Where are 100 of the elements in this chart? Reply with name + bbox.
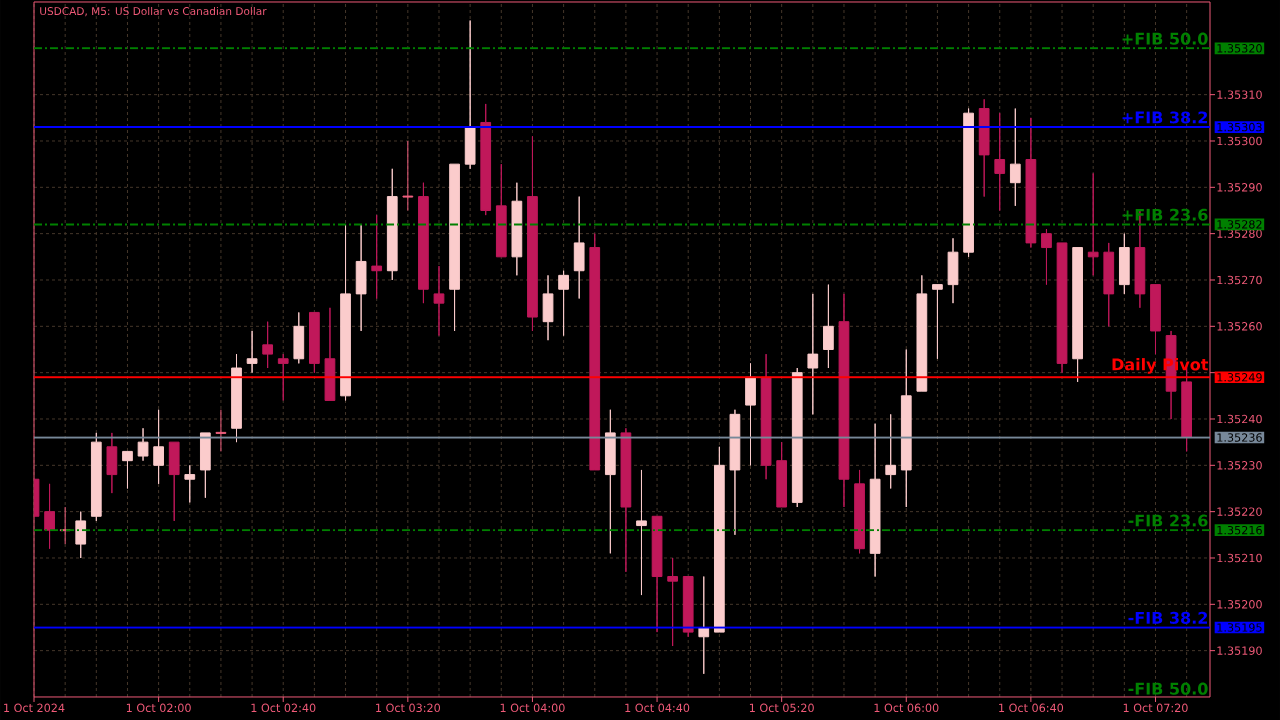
candlestick <box>932 284 943 360</box>
candlestick <box>480 103 492 216</box>
candlestick <box>854 469 865 554</box>
x-tick-label: 1 Oct 04:40 <box>625 703 690 713</box>
candlestick <box>573 196 585 300</box>
candlestick <box>527 135 538 332</box>
x-tick-label: 1 Oct 06:00 <box>874 703 939 713</box>
candlestick <box>418 182 429 304</box>
candlestick <box>231 353 242 443</box>
candlestick <box>713 446 725 633</box>
y-tick-label: 1.35280 <box>1217 229 1262 238</box>
ref-line-label: -FIB 38.2 <box>1128 611 1208 624</box>
candlestick <box>838 293 850 508</box>
candlestick <box>994 112 1006 211</box>
y-tick-label: 1.35300 <box>1217 136 1262 146</box>
candlestick <box>823 284 834 369</box>
x-tick-label: 1 Oct 02:40 <box>251 703 316 713</box>
candlestick <box>324 307 336 401</box>
x-tick-label: 1 Oct 03:20 <box>376 703 441 713</box>
candlestick <box>122 450 133 489</box>
candlestick <box>355 223 367 332</box>
candlestick <box>1087 172 1099 276</box>
ref-line-label: -FIB 23.6 <box>1128 514 1208 527</box>
annotation: -FIB 50.0 <box>1128 682 1208 695</box>
annotation: 1.35195 <box>1217 623 1262 632</box>
candlestick <box>776 441 788 508</box>
x-tick-label: 1 Oct 2024 <box>4 703 65 713</box>
chart-title: USDCAD, M5: US Dollar vs Canadian Dollar <box>40 6 267 17</box>
y-tick-label: 1.35260 <box>1217 322 1262 331</box>
annotation: 1.35320 <box>1217 44 1262 53</box>
candlestick <box>978 98 990 198</box>
candlestick <box>947 237 959 304</box>
candlestick <box>760 353 772 480</box>
candlestick <box>667 557 678 647</box>
candlestick <box>698 576 710 675</box>
annotation: 1.35282 <box>1217 220 1262 229</box>
candlestick <box>589 233 601 471</box>
annotation: 1.35216 <box>1217 525 1262 535</box>
candlestick <box>246 330 258 374</box>
candlestick <box>402 140 414 211</box>
candlestick <box>558 270 569 337</box>
y-tick-label: 1.35270 <box>1217 275 1262 285</box>
annotation: 1.35236 <box>1217 433 1262 442</box>
candlestick <box>916 274 928 392</box>
candlestick <box>449 163 460 332</box>
candlestick <box>137 427 149 462</box>
candlestick <box>620 427 632 573</box>
x-tick-label: 1 Oct 06:40 <box>999 703 1064 713</box>
candlestick <box>75 511 87 559</box>
candlestick <box>215 409 227 452</box>
candlestick <box>651 515 663 633</box>
candlestick <box>153 409 164 485</box>
candlestick <box>309 311 320 374</box>
candlestick <box>1103 242 1115 327</box>
candlestick <box>900 348 912 508</box>
candlestick <box>184 464 196 503</box>
y-tick-label: 1.35210 <box>1217 553 1262 563</box>
candlestick <box>511 182 523 276</box>
candlestick <box>791 367 803 508</box>
candlestick <box>807 293 819 415</box>
candlestick <box>963 108 974 258</box>
candlestick <box>1009 108 1021 207</box>
candlestick <box>1025 117 1037 249</box>
candlestick <box>106 432 118 494</box>
candlestick <box>885 413 897 489</box>
y-tick-label: 1.35290 <box>1217 183 1262 192</box>
candlestick <box>90 432 102 522</box>
candlestick <box>44 483 55 550</box>
candlestick <box>371 214 383 300</box>
ref-line-label: +FIB 38.2 <box>1122 111 1208 124</box>
y-tick-label: 1.35230 <box>1217 461 1262 470</box>
candlestick <box>745 362 756 466</box>
x-tick-label: 1 Oct 04:00 <box>500 703 565 713</box>
x-tick-label: 1 Oct 07:20 <box>1123 703 1188 713</box>
ref-line-label: +FIB 50.0 <box>1122 32 1208 45</box>
y-tick-label: 1.35310 <box>1217 90 1262 99</box>
candlestick <box>1118 233 1130 295</box>
y-tick-label: 1.35200 <box>1217 600 1262 609</box>
candlestick <box>293 311 305 364</box>
candlestick <box>1056 242 1068 374</box>
candlestick <box>682 576 694 638</box>
candlestick <box>1041 228 1052 286</box>
y-tick-label: 1.35220 <box>1217 507 1262 516</box>
candlestick <box>168 441 180 522</box>
candlestick <box>495 163 507 258</box>
candlestick <box>729 409 741 536</box>
candlestick <box>604 409 616 554</box>
candlestick <box>464 20 476 170</box>
annotation: 1.35303 <box>1217 122 1262 132</box>
candlestick <box>636 469 647 596</box>
candlestick <box>1072 247 1083 383</box>
candlestick <box>199 432 211 499</box>
candlestick <box>386 168 398 281</box>
candlestick <box>542 274 554 341</box>
x-tick-label: 1 Oct 05:20 <box>749 703 814 713</box>
candlestick <box>1150 284 1161 355</box>
candlestick <box>869 423 881 578</box>
candlestick <box>433 265 445 337</box>
y-tick-label: 1.35190 <box>1217 646 1262 655</box>
y-tick-label: 1.35240 <box>1217 414 1262 424</box>
